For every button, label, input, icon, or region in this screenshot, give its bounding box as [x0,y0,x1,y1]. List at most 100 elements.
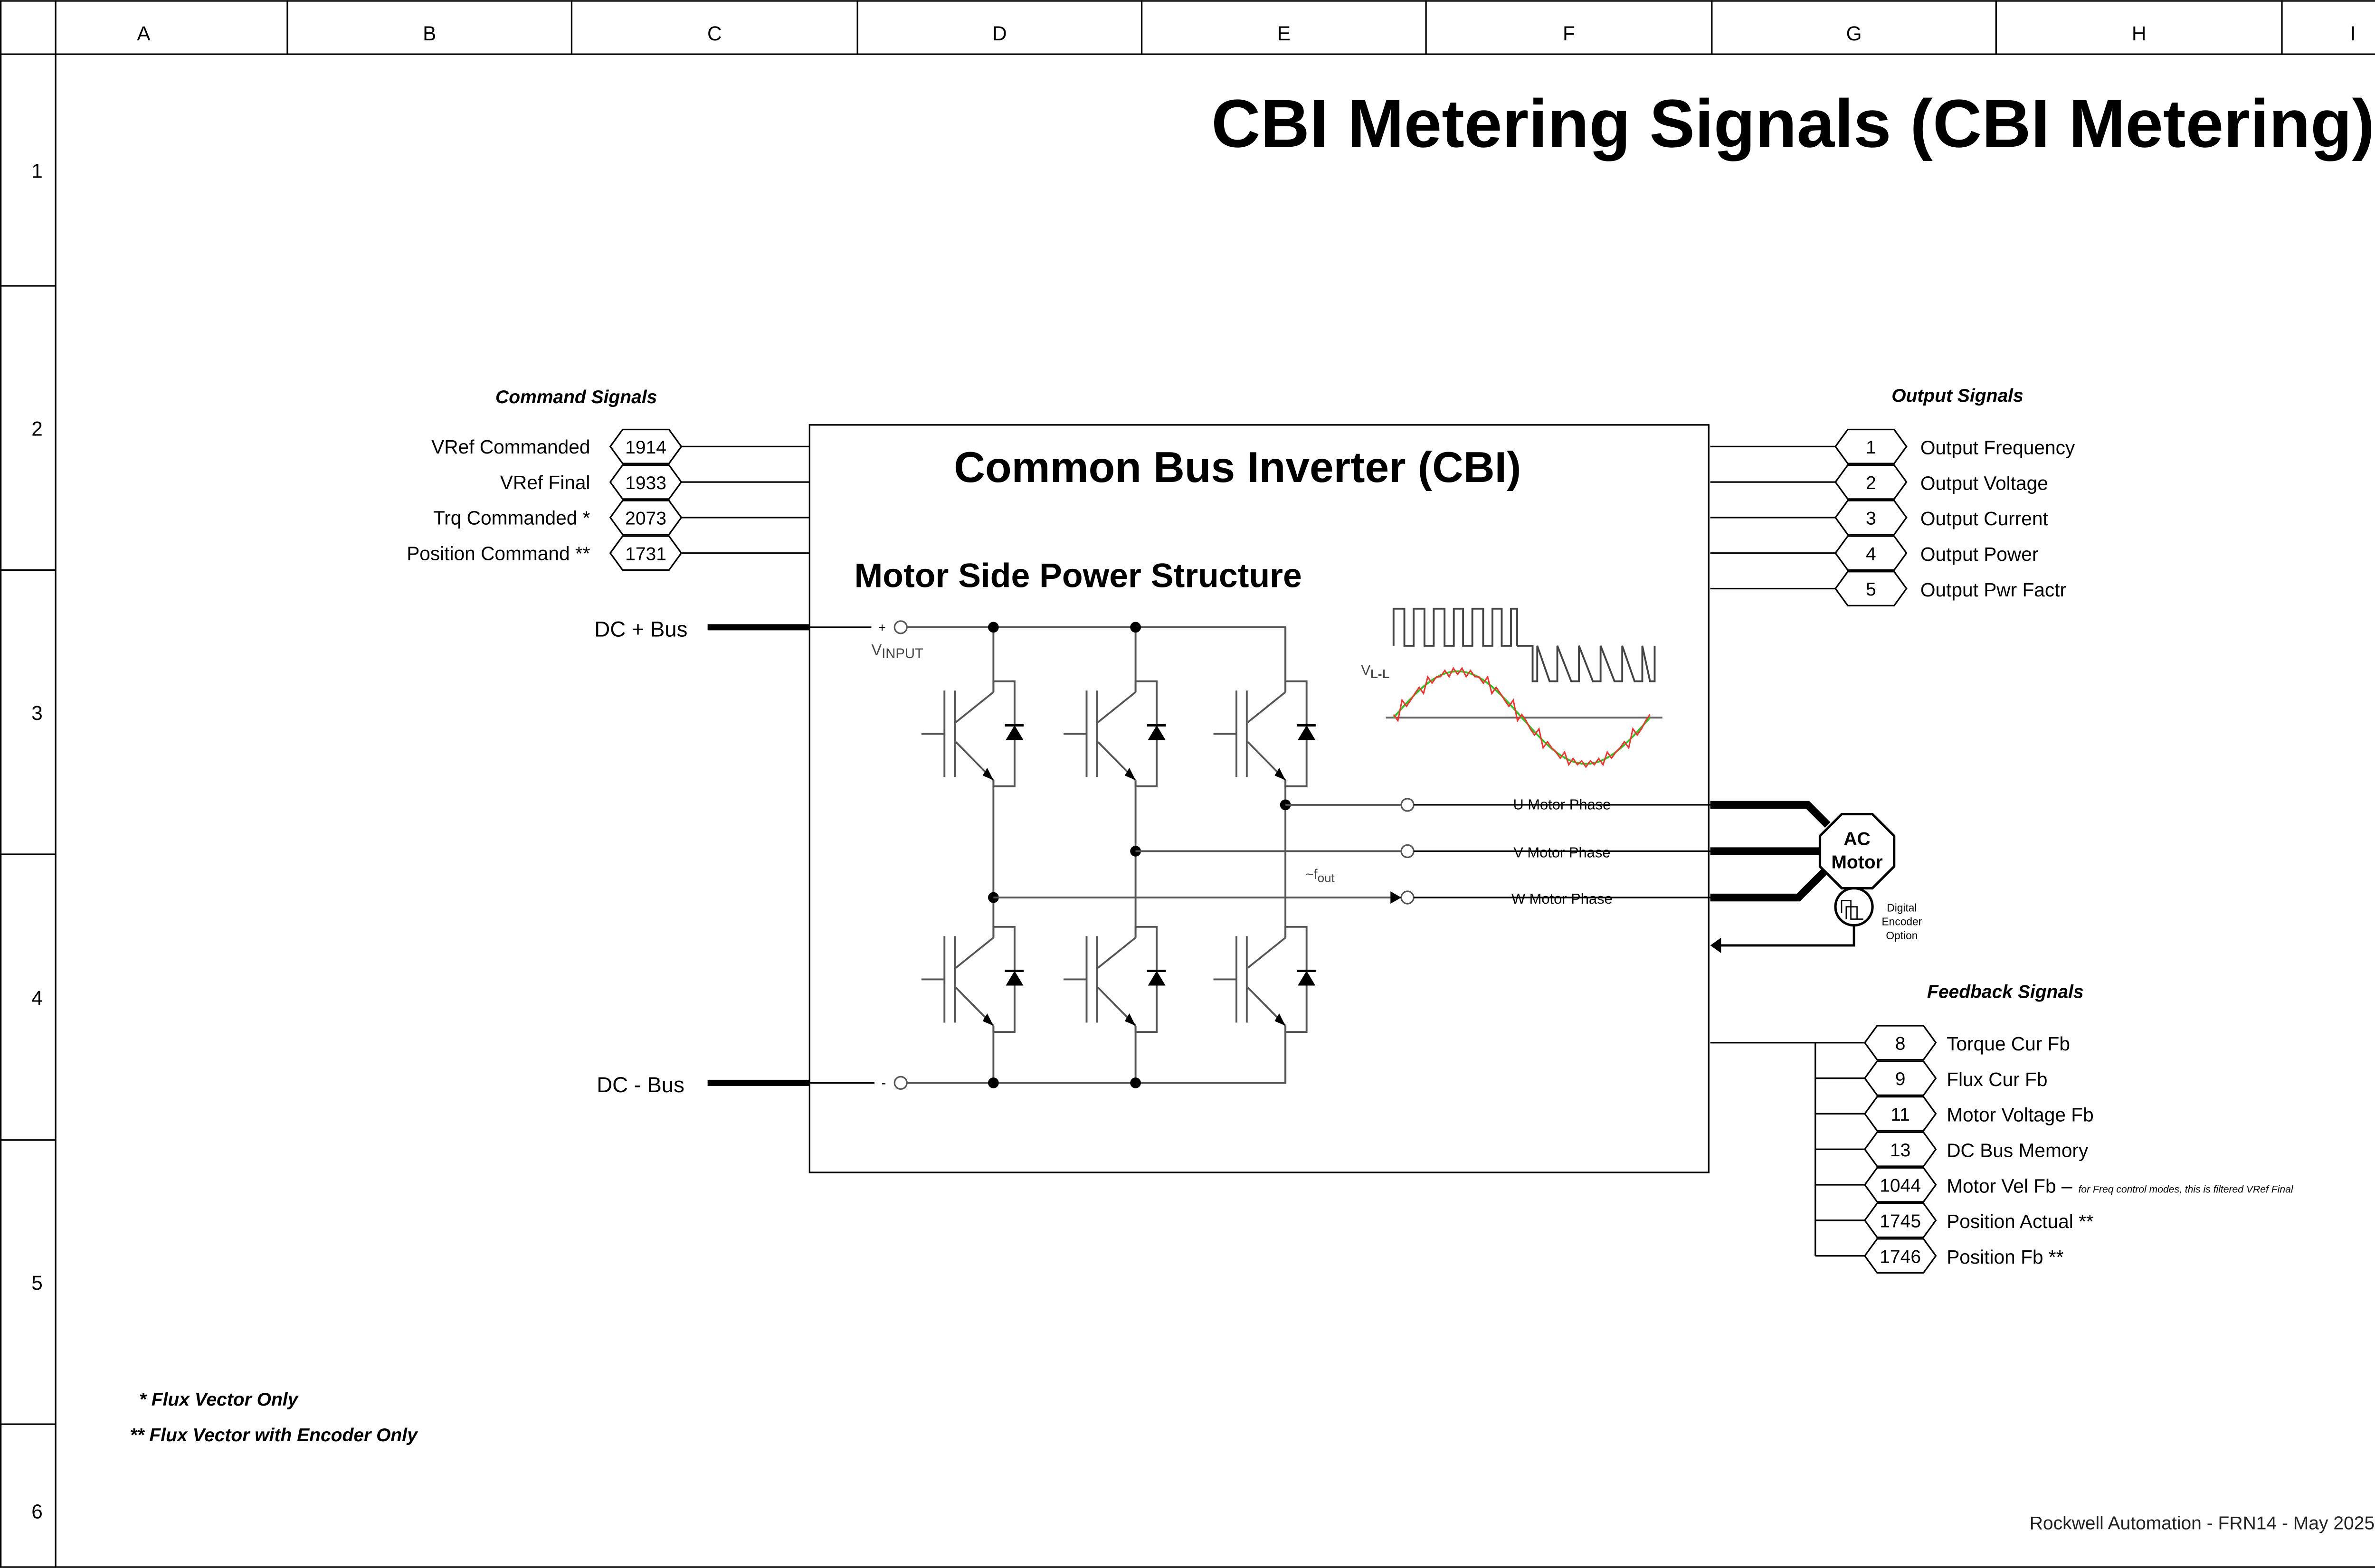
encoder-label-line3: Option [1886,929,1918,942]
dc-plus-bus-label: DC + Bus [594,617,687,641]
column-label-B: B [423,22,436,45]
signal-label: DC Bus Memory [1947,1139,2089,1161]
command-signals-header: Command Signals [495,387,657,407]
param-number: 1745 [1880,1211,1921,1231]
encoder-label-line2: Encoder [1882,916,1922,928]
w-motor-phase-label: W Motor Phase [1511,890,1613,907]
igbt-lower-2 [1064,926,1166,1033]
signal-note: for Freq control modes, this is filtered… [2079,1184,2294,1195]
param-number: 1914 [625,437,666,458]
row-label-6: 6 [31,1501,43,1523]
diode-icon [1148,725,1166,740]
junction-dot [1130,622,1141,633]
signal-label: Trq Commanded * [433,507,590,529]
param-number: 5 [1866,579,1876,600]
igbt-emitter-arrow-icon [1124,767,1136,780]
param-hexagon [1863,1238,1937,1274]
param-hexagon [1863,1167,1937,1203]
param-number: 2073 [625,509,666,529]
v-motor-phase-label: V Motor Phase [1513,844,1610,860]
output-signal-3: 3 Output Current [1710,500,2048,536]
row-label-5: 5 [31,1272,43,1294]
igbt-upper-3 [1213,680,1316,787]
v-ll-v: V [1361,663,1370,679]
signal-label: Output Frequency [1920,437,2075,459]
junction-dot [988,1077,999,1088]
param-number: 3 [1866,509,1876,529]
power-structure-title: Motor Side Power Structure [855,557,1302,595]
motor-connections [1710,801,1896,954]
feedback-signal-13: 13 DC Bus Memory [1815,1131,2089,1167]
signal-label: Flux Cur Fb [1947,1068,2047,1090]
param-hexagon [1863,1025,1937,1061]
row-label-3: 3 [31,702,43,724]
signal-label: Position Command ** [407,542,590,564]
param-number: 8 [1895,1033,1906,1054]
column-label-G: G [1846,22,1862,45]
feedback-signal-8: 8 Torque Cur Fb [1815,1025,2070,1061]
signal-label: Output Voltage [1920,472,2048,494]
v-ll-label: VL-L [1361,663,1389,681]
signal-label: VRef Final [500,472,590,493]
igbt-collector [1247,691,1286,723]
f-out-label: ~fout [1305,867,1335,885]
param-hexagon [1834,571,1908,606]
igbt-collector [1097,937,1136,969]
signal-label: Motor Voltage Fb [1947,1104,2094,1126]
param-number: 1746 [1880,1247,1921,1267]
page-title: CBI Metering Signals (CBI Metering) [1211,85,2375,161]
igbt-collector [955,691,994,723]
param-number: 1 [1866,437,1876,458]
command-signal-1933: 1933 VRef Final [500,464,810,500]
row-label-2: 2 [31,418,43,440]
param-number: 2 [1866,473,1876,493]
feedback-signal-1044: 1044 Motor Vel Fb – for Freq control modes… [1815,1167,2294,1203]
row-label-4: 4 [31,987,43,1009]
footer-credit: Rockwell Automation - FRN14 - May 2025 [2030,1513,2375,1533]
param-number: 13 [1890,1140,1910,1161]
output-signals-header: Output Signals [1891,386,2023,406]
feedback-signal-1745: 1745 Position Actual ** [1815,1202,2094,1238]
row-label-1: 1 [31,160,43,182]
diode-icon [1298,971,1316,986]
footnote-flux-vector-encoder: ** Flux Vector with Encoder Only [130,1425,418,1445]
command-signal-2073: 2073 Trq Commanded * [433,500,810,536]
feedback-arrow-icon [1710,937,1721,954]
ac-motor-icon [1818,812,1896,890]
output-signal-2: 2 Output Voltage [1710,464,2048,500]
param-hexagon [1834,535,1908,571]
signal-label: Position Actual ** [1947,1210,2094,1232]
column-label-I: I [2350,22,2356,45]
param-hexagon [1863,1202,1937,1238]
igbt-collector [1247,937,1286,969]
column-label-E: E [1277,22,1291,45]
encoder-label-line1: Digital [1887,901,1917,914]
v-ll-sub: L-L [1370,667,1390,681]
signal-label: Motor Vel Fb – for Freq control modes, th… [1947,1175,2294,1197]
signal-label: Position Fb ** [1947,1246,2063,1268]
param-number: 11 [1890,1105,1910,1125]
u-motor-phase-label: U Motor Phase [1513,796,1611,813]
param-hexagon [1863,1060,1937,1096]
param-number: 1731 [625,544,666,564]
igbt-emitter-arrow-icon [1124,1013,1136,1026]
diode-icon [1006,971,1024,986]
igbt-bridge [907,622,1710,1088]
column-label-C: C [707,22,722,45]
pwm-wave-positive [1392,607,1518,647]
feedback-signals-header: Feedback Signals [1927,982,2084,1002]
diode-icon [1148,971,1166,986]
stepped-wave [1393,667,1651,768]
v-input-v: V [871,641,882,658]
phase-terminal [1400,844,1415,859]
column-label-H: H [2132,22,2147,45]
param-hexagon [1863,1131,1937,1167]
diode-icon [1006,725,1024,740]
igbt-emitter-arrow-icon [982,1013,994,1026]
igbt-upper-1 [921,680,1024,787]
phase-terminal [1400,890,1415,905]
dc-plus-terminal [893,620,908,634]
param-hexagon [609,428,683,464]
minus-sign: - [882,1076,886,1091]
signal-label-text: DC Bus Memory [1947,1139,2089,1161]
